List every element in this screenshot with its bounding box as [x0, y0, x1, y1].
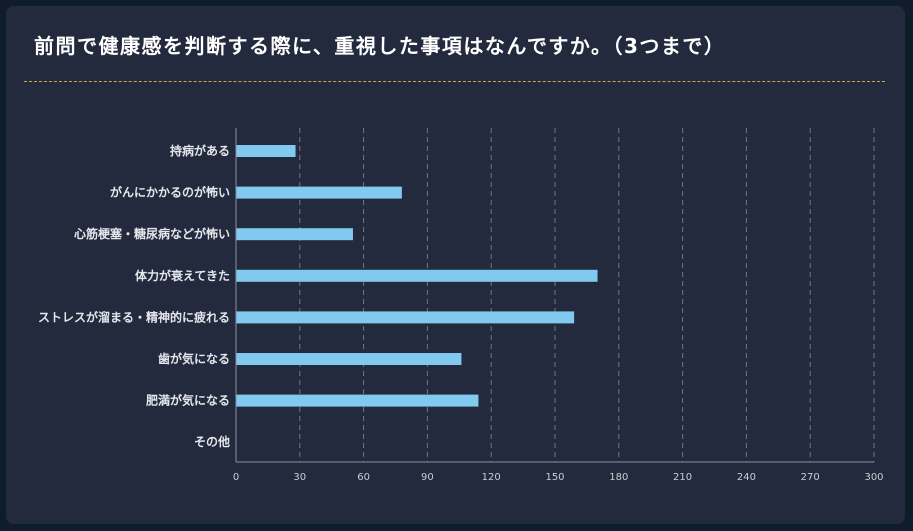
category-label: 体力が衰えてきた: [135, 268, 230, 283]
title-divider: [24, 81, 885, 82]
x-tick-label: 60: [357, 472, 370, 483]
chart-title: 前問で健康感を判断する際に、重視した事項はなんですか。（3つまで）: [34, 34, 726, 58]
bar: [236, 311, 575, 324]
bar: [236, 353, 462, 365]
category-label: 肥満が気になる: [146, 393, 230, 408]
x-tick-label: 300: [864, 472, 883, 483]
bar: [236, 269, 598, 282]
x-tick-label: 150: [545, 472, 564, 483]
chart-card: [6, 6, 905, 524]
x-tick-label: 90: [421, 472, 434, 483]
category-label: 持病がある: [170, 143, 230, 158]
bar: [236, 145, 296, 157]
x-tick-label: 30: [293, 472, 306, 483]
x-tick-label: 0: [233, 472, 239, 483]
bars: [236, 145, 598, 407]
grid-lines: [299, 128, 875, 462]
axes: [235, 128, 874, 463]
category-labels: 持病があるがんにかかるのが怖い心筋梗塞・糖尿病などが怖い体力が衰えてきたストレス…: [38, 143, 230, 449]
x-tick-label: 270: [801, 472, 820, 483]
category-label: 歯が気になる: [158, 351, 230, 366]
bar: [236, 228, 353, 241]
category-label: がんにかかるのが怖い: [110, 185, 230, 200]
tick-labels: 0 30 60 90 120 150 180 210 240 270 300: [233, 472, 884, 483]
category-label: ストレスが溜まる・精神的に疲れる: [38, 309, 230, 324]
category-label: その他: [194, 434, 230, 449]
bar: [236, 394, 479, 407]
category-label: 心筋梗塞・糖尿病などが怖い: [74, 226, 230, 241]
x-tick-label: 120: [482, 472, 501, 483]
bar: [236, 186, 402, 199]
x-tick-label: 180: [609, 472, 628, 483]
x-tick-label: 210: [673, 472, 692, 483]
x-tick-label: 240: [737, 472, 756, 483]
